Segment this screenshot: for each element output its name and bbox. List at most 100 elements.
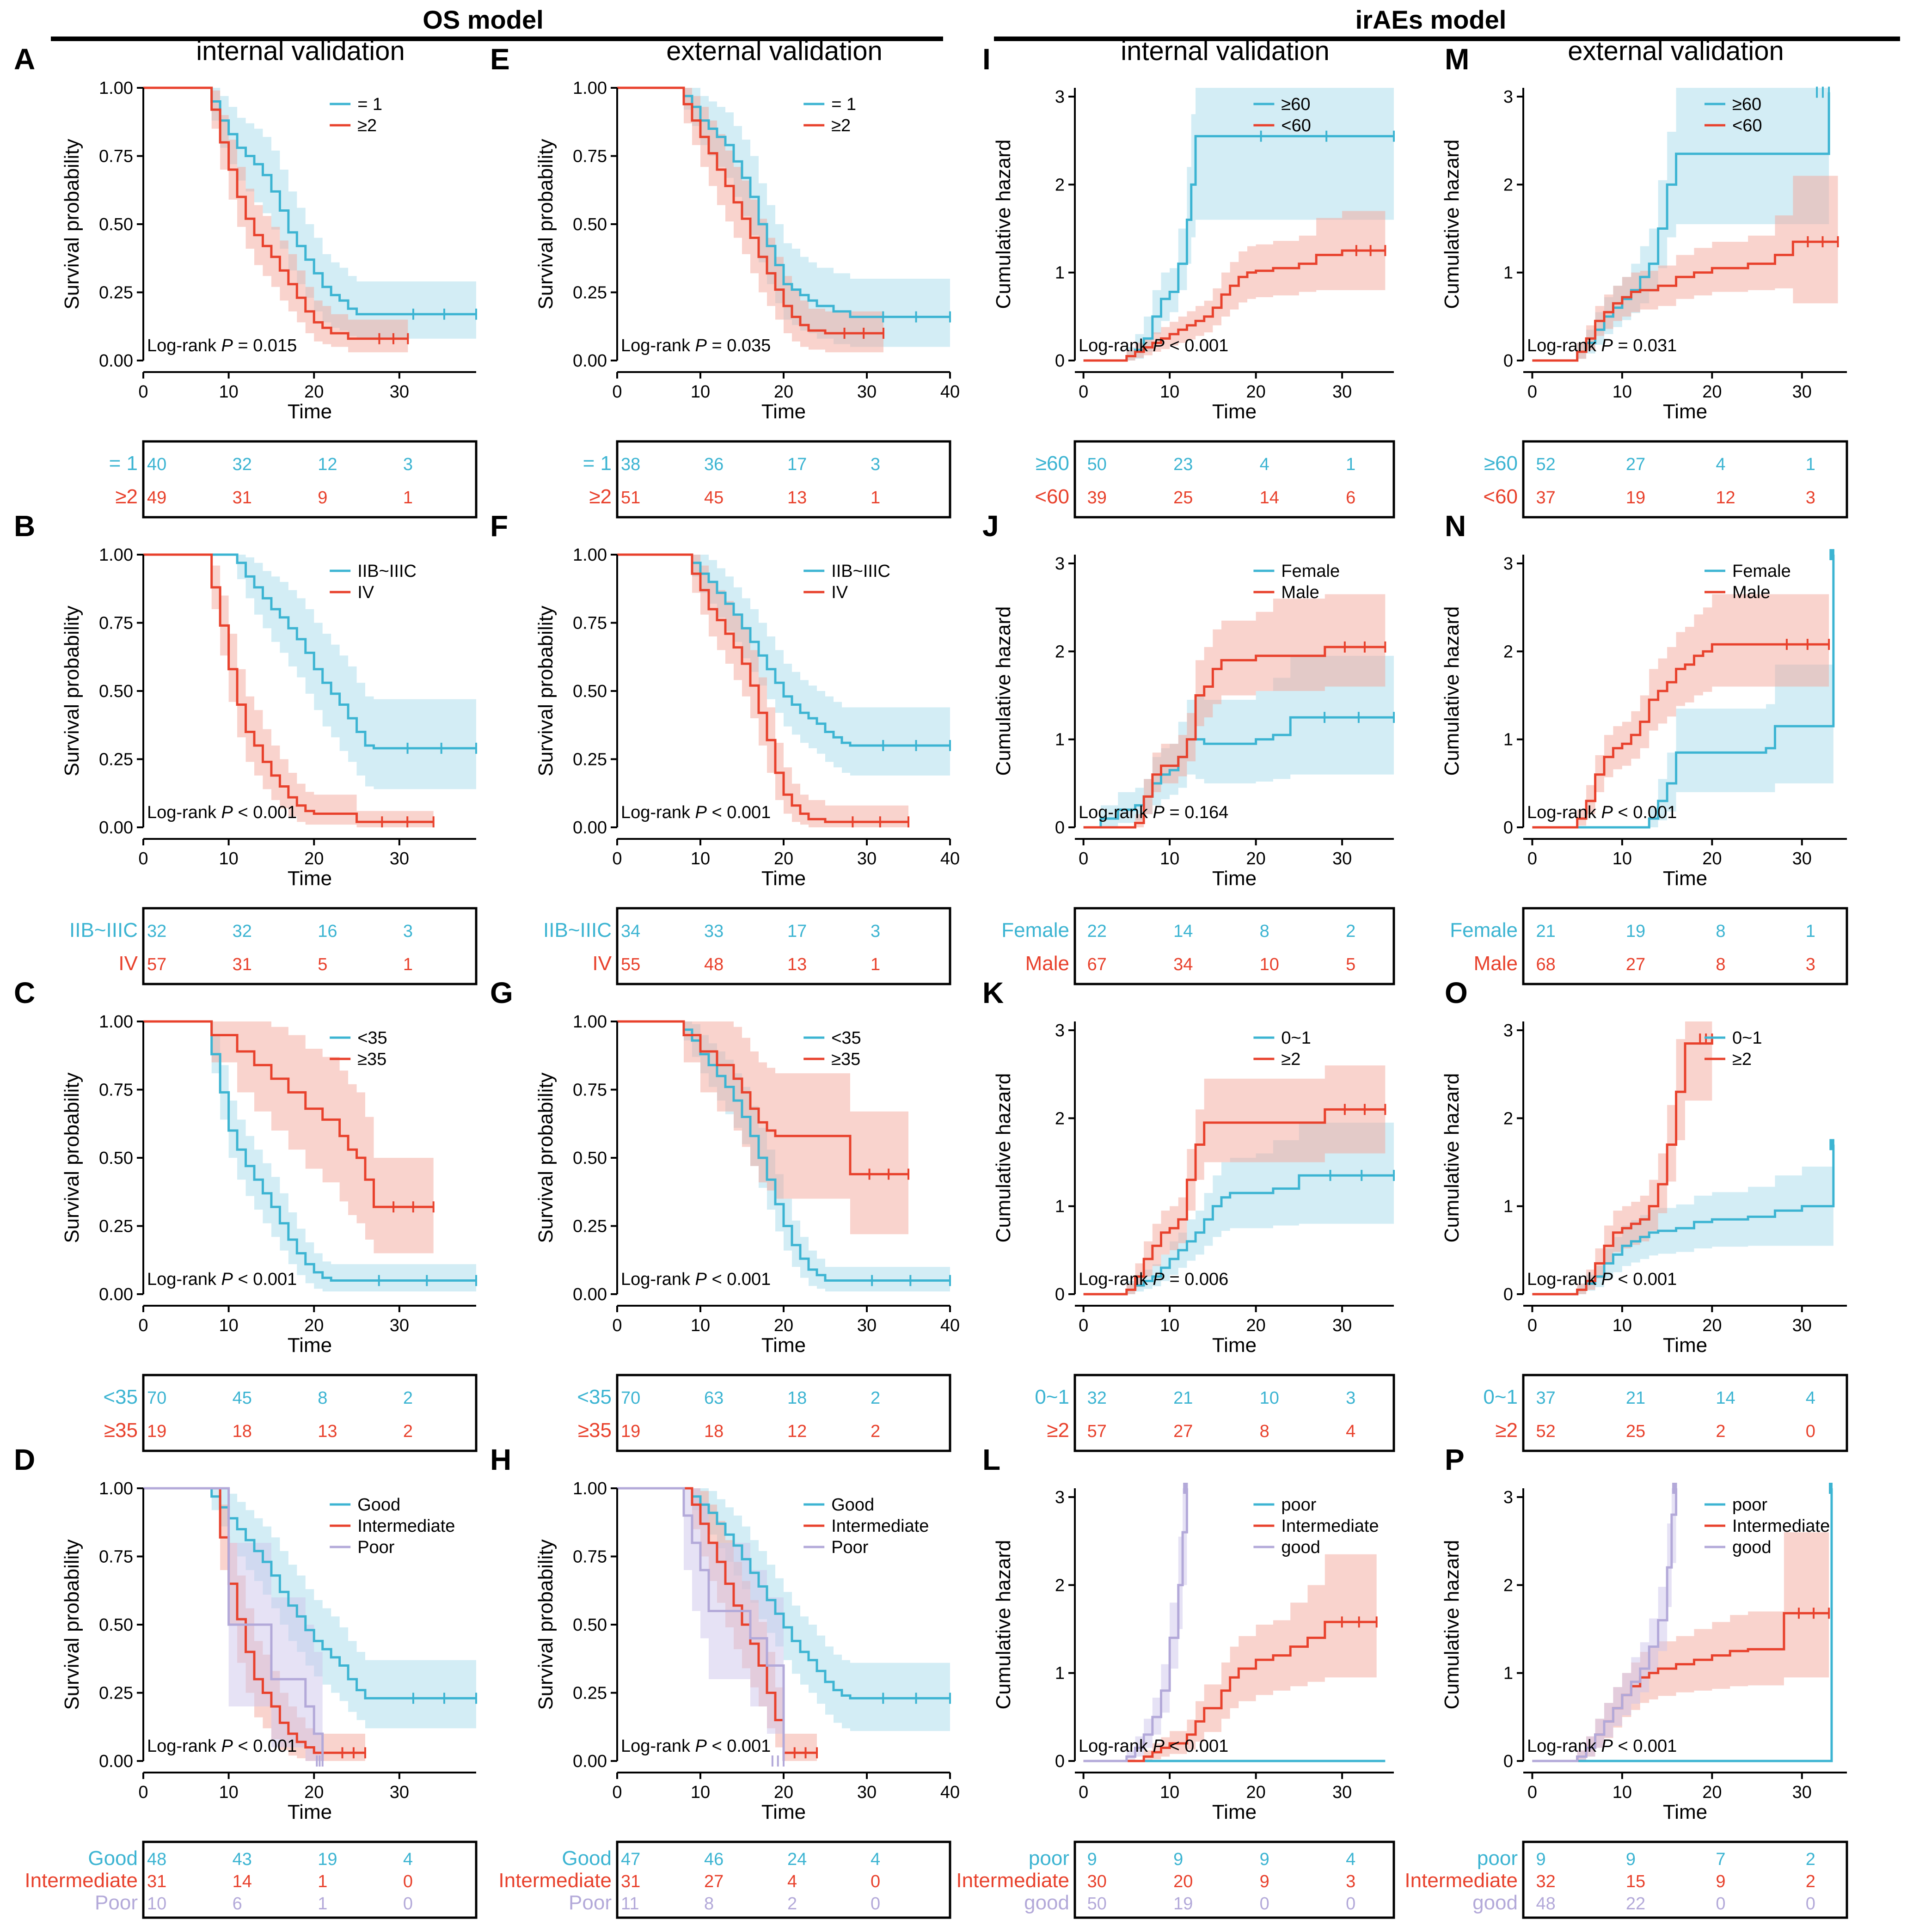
x-axis-title: Time (761, 1334, 806, 1357)
y-tick-label: 0 (1503, 1285, 1513, 1304)
x-tick-label: 10 (1613, 382, 1632, 402)
risk-count: 2 (787, 1894, 797, 1914)
series-line (1532, 240, 1838, 362)
logrank-p: P (221, 1270, 233, 1289)
y-tick-label: 1.00 (573, 1012, 607, 1032)
risk-count: 1 (871, 955, 880, 974)
y-axis-title: Cumulative hazard (992, 140, 1015, 309)
y-tick-label: 0.25 (573, 1684, 607, 1703)
logrank-label: Log-rank P = 0.006 (1079, 1270, 1228, 1289)
risk-count: 32 (233, 455, 252, 474)
y-tick-label: 0 (1055, 818, 1065, 838)
y-tick-label: 1.00 (99, 79, 133, 98)
risk-count: 2 (871, 1388, 880, 1408)
legend-label: Poor (357, 1538, 395, 1557)
risk-count: 12 (1716, 488, 1735, 507)
logrank-value: < 0.001 (1613, 803, 1677, 822)
series-line (1532, 555, 1835, 829)
risk-count: 4 (787, 1872, 797, 1891)
risk-count: 2 (403, 1388, 413, 1408)
logrank-p: P (221, 336, 233, 355)
risk-count: 8 (1716, 955, 1725, 974)
y-axis-title: Survival probability (534, 1072, 557, 1243)
y-tick-label: 0.75 (573, 614, 607, 633)
legend-label: ≥2 (357, 116, 377, 135)
risk-row-name: 0~1 (1483, 1386, 1518, 1408)
risk-count: 9 (318, 488, 327, 507)
x-tick-label: 20 (304, 1783, 324, 1802)
risk-row-name: Good (562, 1847, 612, 1870)
x-tick-label: 0 (1079, 1316, 1088, 1335)
y-tick-label: 0 (1055, 1285, 1065, 1304)
risk-count: 0 (403, 1894, 413, 1914)
panel-letter: H (490, 1443, 511, 1476)
y-tick-label: 2 (1503, 1576, 1513, 1595)
risk-count: 9 (1260, 1872, 1269, 1891)
legend-label: Male (1281, 583, 1319, 602)
logrank-label: Log-rank P < 0.001 (1527, 1736, 1677, 1756)
risk-table-frame (1073, 1840, 1395, 1919)
os-model-header: OS model (423, 5, 543, 34)
x-tick-label: 10 (691, 1316, 710, 1335)
legend-label: Intermediate (831, 1516, 929, 1536)
legend-label: Intermediate (1732, 1516, 1830, 1536)
panel-h: H0.000.250.500.751.000 10 20 30 40TimeSurviv… (490, 1443, 960, 1919)
y-tick-label: 3 (1055, 87, 1065, 107)
x-tick-label: 10 (1613, 849, 1632, 868)
risk-count: 4 (871, 1850, 880, 1869)
x-axis-title: Time (1663, 1334, 1707, 1357)
confidence-band (1083, 594, 1386, 827)
x-axis-title: Time (1212, 1801, 1257, 1823)
x-axis-title: Time (288, 400, 332, 423)
x-axis-title: Time (1663, 400, 1707, 423)
risk-count: 67 (1087, 955, 1107, 974)
legend-label: = 1 (831, 95, 856, 114)
risk-count: 2 (1806, 1850, 1815, 1869)
legend-label: IIB~IIIC (357, 562, 417, 581)
panel-letter: E (490, 43, 510, 76)
legend-label: ≥2 (1732, 1050, 1752, 1069)
y-tick-label: 3 (1503, 1488, 1513, 1507)
x-tick-label: 20 (1246, 382, 1265, 402)
risk-count: 11 (621, 1894, 639, 1914)
x-tick-label: 20 (1702, 1316, 1722, 1335)
risk-count: 18 (787, 1388, 807, 1408)
x-tick-label: 0 (138, 849, 148, 868)
x-tick-label: 30 (1332, 1316, 1352, 1335)
y-tick-label: 0 (1055, 1752, 1065, 1771)
risk-count: 8 (1260, 1422, 1269, 1441)
x-tick-label: 10 (1160, 849, 1179, 868)
x-tick-label: 30 (1792, 849, 1812, 868)
x-tick-label: 0 (1527, 1783, 1537, 1802)
x-tick-label: 20 (1246, 849, 1265, 868)
logrank-label: Log-rank P < 0.001 (147, 1736, 297, 1756)
risk-count: 10 (147, 1894, 166, 1914)
risk-count: 4 (1346, 1422, 1355, 1441)
risk-row-name: Intermediate (1404, 1869, 1518, 1892)
confidence-band (1532, 1021, 1712, 1294)
y-axis-title: Cumulative hazard (1441, 140, 1463, 309)
logrank-label: Log-rank P < 0.001 (621, 803, 771, 822)
risk-count: 25 (1173, 488, 1193, 507)
risk-count: 0 (1806, 1894, 1815, 1914)
logrank-label: Log-rank P < 0.001 (1527, 803, 1677, 822)
panel-letter: C (14, 976, 35, 1009)
y-tick-label: 1 (1503, 263, 1513, 283)
x-tick-label: 10 (691, 849, 710, 868)
logrank-p: P (695, 336, 707, 355)
risk-row-name: Intermediate (498, 1869, 612, 1892)
risk-row-name: = 1 (583, 452, 612, 475)
risk-count: 13 (787, 488, 807, 507)
risk-count: 15 (1626, 1872, 1645, 1891)
confidence-band (617, 555, 950, 776)
risk-count: 32 (1536, 1872, 1555, 1891)
risk-count: 2 (1806, 1872, 1815, 1891)
risk-count: 55 (621, 955, 640, 974)
iraes-model-header: irAEs model (1355, 5, 1507, 34)
risk-count: 31 (233, 488, 252, 507)
